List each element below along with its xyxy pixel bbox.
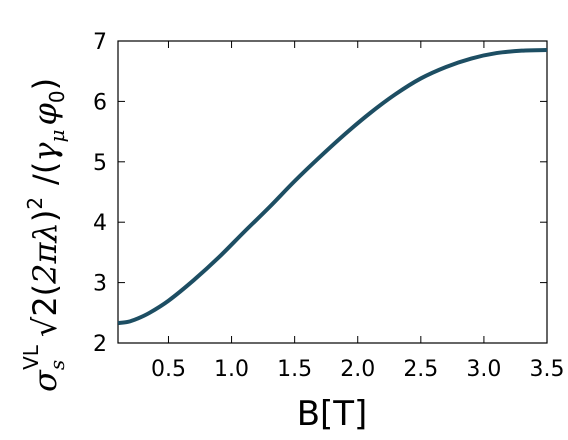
y-tick-label: 5 bbox=[93, 151, 107, 176]
data-series bbox=[118, 50, 547, 323]
x-tick-label: 1.5 bbox=[277, 357, 312, 382]
y-tick-label: 2 bbox=[93, 332, 107, 357]
ylabel-square: 2 bbox=[23, 197, 47, 210]
x-axis-label: B[T] bbox=[297, 394, 368, 434]
ylabel-two: 2 bbox=[26, 296, 64, 316]
y-tick-label: 7 bbox=[93, 30, 107, 55]
y-axis-label: σsVL√2(2πλ)2/(γμφ0) bbox=[19, 78, 69, 392]
ylabel-sub-s: s bbox=[45, 360, 69, 370]
ylabel-sub-0: 0 bbox=[45, 90, 69, 103]
x-tick-label: 0.5 bbox=[151, 357, 186, 382]
y-tick-label: 3 bbox=[93, 272, 107, 297]
x-tick-labels: 0.5 1.0 1.5 2.0 2.5 3.0 3.5 bbox=[151, 357, 565, 382]
ylabel-slash: /( bbox=[26, 162, 64, 185]
ylabel-open-paren: ( bbox=[26, 284, 64, 296]
x-tick-label: 2.0 bbox=[340, 357, 375, 382]
y-tick-label: 6 bbox=[93, 90, 107, 115]
ylabel-sub-mu: μ bbox=[45, 130, 69, 143]
y-tick-labels: 2 3 4 5 6 7 bbox=[93, 30, 107, 357]
x-tick-label: 3.0 bbox=[466, 357, 501, 382]
axis-ticks bbox=[118, 40, 548, 344]
ylabel-close-paren: ) bbox=[26, 210, 64, 222]
plot-area bbox=[117, 40, 548, 344]
x-tick-label: 2.5 bbox=[403, 357, 438, 382]
ylabel-sigma: σ bbox=[26, 369, 64, 392]
ylabel-two-pi: 2π bbox=[26, 241, 64, 284]
x-tick-label: 1.0 bbox=[214, 357, 249, 382]
ylabel-sqrt: √ bbox=[26, 316, 64, 337]
ylabel-lambda: λ bbox=[26, 222, 64, 244]
ylabel-end-paren: ) bbox=[26, 78, 64, 90]
x-tick-label: 3.5 bbox=[530, 357, 565, 382]
ylabel-phi: φ bbox=[26, 103, 64, 126]
series-line bbox=[118, 50, 547, 323]
y-tick-label: 4 bbox=[93, 211, 107, 236]
ylabel-sup-vl: VL bbox=[19, 344, 43, 370]
ylabel-gamma: γ bbox=[26, 142, 64, 162]
